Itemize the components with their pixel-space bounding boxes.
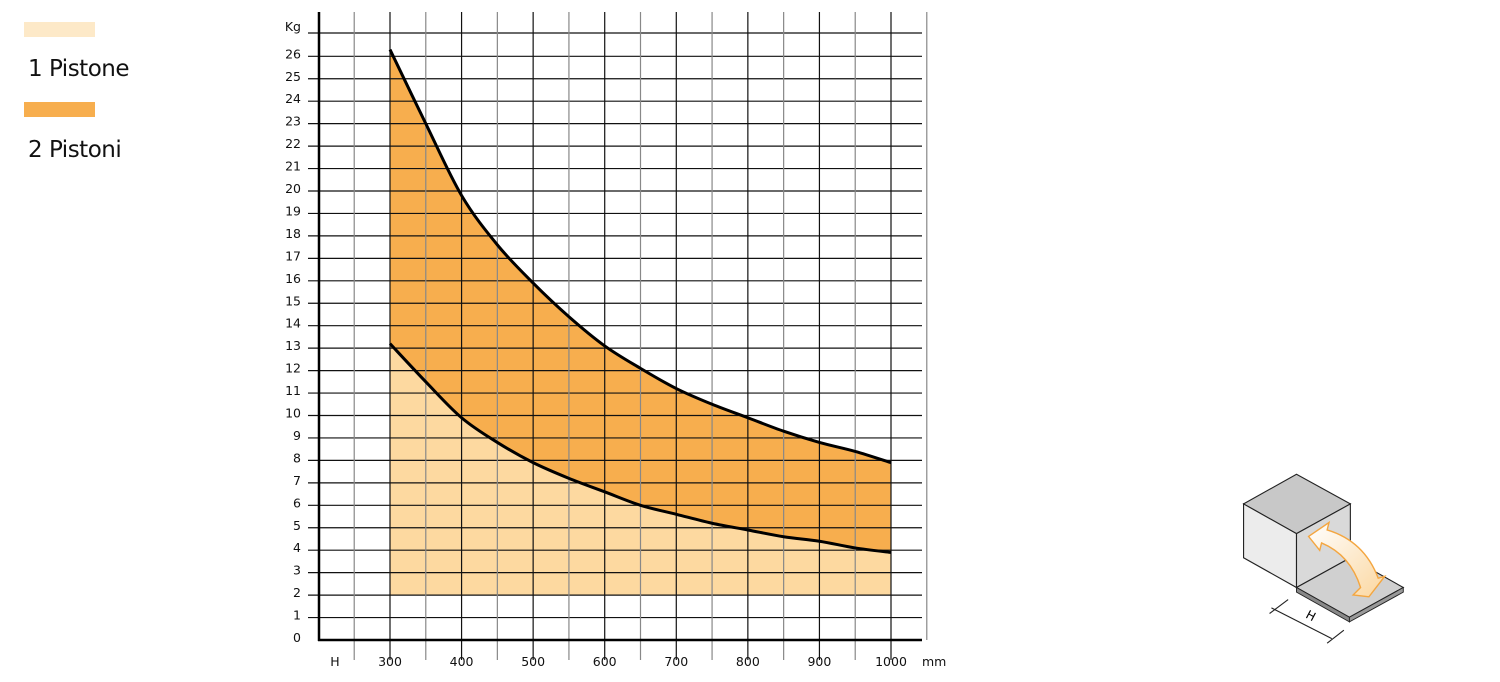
area-1-pistone xyxy=(390,343,891,596)
y-tick-label: 9 xyxy=(293,428,301,443)
legend-label-1-pistone: 1 Pistone xyxy=(28,56,130,82)
curve-1-pistone xyxy=(388,342,892,554)
y-tick-label: 22 xyxy=(285,136,301,151)
area-2-pistoni xyxy=(390,49,891,553)
curve-2-pistoni xyxy=(388,48,892,465)
y-tick-label: 0 xyxy=(293,630,301,645)
legend-swatch-2-pistoni xyxy=(24,102,95,117)
y-tick-label: 19 xyxy=(285,203,301,218)
x-tick-label: 300 xyxy=(378,654,402,669)
x-tick-label: 800 xyxy=(736,654,760,669)
load-chart: 0123456789101112131415161718192021222324… xyxy=(285,12,946,669)
y-tick-label: 2 xyxy=(293,585,301,600)
y-tick-label: 12 xyxy=(285,361,301,376)
y-tick-label: 13 xyxy=(285,338,301,353)
y-tick-label: 16 xyxy=(285,271,301,286)
x-tick-label: 1000 xyxy=(875,654,907,669)
y-tick-label: 25 xyxy=(285,69,301,84)
y-tick-label: 1 xyxy=(293,608,301,623)
x-axis-label: mm xyxy=(922,654,946,669)
x-tick-label: 400 xyxy=(450,654,474,669)
y-tick-label: 26 xyxy=(285,46,301,61)
y-tick-label: 3 xyxy=(293,563,301,578)
y-tick-label: 20 xyxy=(285,181,301,196)
y-tick-label: 17 xyxy=(285,248,301,263)
y-tick-label: 23 xyxy=(285,114,301,129)
y-tick-label: 8 xyxy=(293,450,301,465)
dimension-h-label: H xyxy=(1303,608,1318,625)
y-tick-label: 24 xyxy=(285,91,301,106)
y-tick-label: 21 xyxy=(285,159,301,174)
x-axis-prefix-label: H xyxy=(330,654,339,669)
y-tick-label: 15 xyxy=(285,293,301,308)
y-tick-label: 14 xyxy=(285,316,301,331)
y-tick-label: 4 xyxy=(293,540,301,555)
x-tick-label: 600 xyxy=(593,654,617,669)
y-axis-label: Kg xyxy=(285,19,301,34)
y-tick-label: 10 xyxy=(285,406,301,421)
x-tick-label: 900 xyxy=(807,654,831,669)
y-tick-label: 6 xyxy=(293,495,301,510)
flap-door-diagram-icon: H xyxy=(1242,473,1405,644)
legend-swatch-1-pistone xyxy=(24,22,95,37)
y-tick-label: 7 xyxy=(293,473,301,488)
x-tick-label: 500 xyxy=(521,654,545,669)
y-tick-label: 18 xyxy=(285,226,301,241)
y-tick-label: 11 xyxy=(285,383,301,398)
legend-label-2-pistoni: 2 Pistoni xyxy=(28,137,122,163)
x-tick-label: 700 xyxy=(664,654,688,669)
y-tick-label: 5 xyxy=(293,518,301,533)
